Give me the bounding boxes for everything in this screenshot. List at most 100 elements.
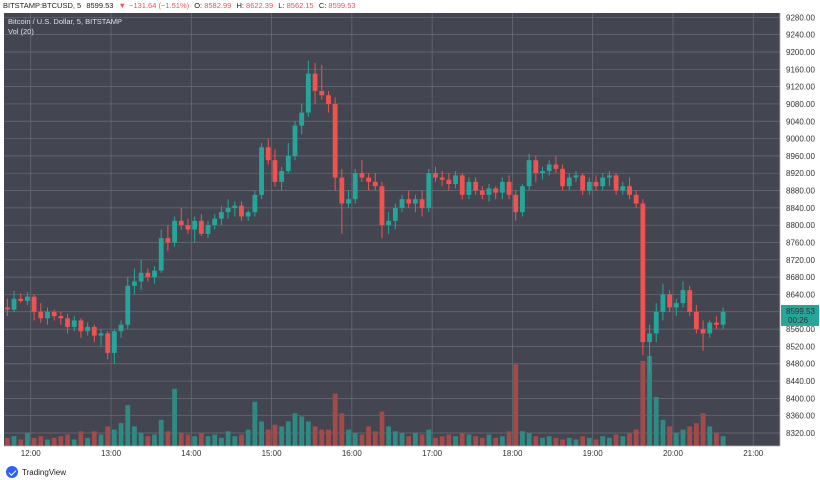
candle-body bbox=[392, 207, 398, 221]
volume-bar bbox=[580, 436, 586, 446]
candle bbox=[78, 318, 84, 338]
price-tick-label: 8480.00 bbox=[786, 360, 815, 369]
candle-body bbox=[653, 311, 659, 334]
candle-body bbox=[439, 177, 445, 180]
tradingview-brand[interactable]: TradingView bbox=[6, 465, 66, 479]
candle bbox=[667, 290, 673, 312]
time-tick-label: 19:00 bbox=[583, 449, 604, 458]
price-tick-label: 9240.00 bbox=[786, 31, 815, 40]
volume-bar bbox=[332, 393, 338, 446]
time-axis[interactable]: 12:00 13:00 14:00 15:00 16:00 17:00 18:00 19:00… bbox=[0, 445, 780, 460]
candle bbox=[372, 173, 378, 191]
candle bbox=[573, 171, 579, 182]
volume-bar bbox=[58, 436, 64, 446]
price-tick-label: 8440.00 bbox=[786, 377, 815, 386]
price-tick-label: 8360.00 bbox=[786, 412, 815, 421]
price-tick-label: 8640.00 bbox=[786, 290, 815, 299]
volume-bar bbox=[700, 413, 706, 446]
candle bbox=[132, 268, 137, 295]
candle bbox=[312, 62, 318, 104]
volume-bar bbox=[433, 437, 438, 446]
price-tick-label: 8840.00 bbox=[786, 204, 815, 213]
price-axis[interactable]: 9280.00 9240.00 9200.00 9160.00 9120.00 9080.… bbox=[779, 0, 820, 480]
volume-bar bbox=[399, 432, 405, 446]
candle bbox=[118, 320, 124, 338]
candle-body bbox=[219, 212, 224, 219]
candle-body bbox=[91, 326, 97, 336]
volume-bar bbox=[132, 426, 137, 446]
candle-body bbox=[65, 318, 70, 327]
candle-body bbox=[566, 177, 572, 187]
candle-body bbox=[506, 181, 512, 195]
low-value: 8562.15 bbox=[287, 1, 314, 10]
candle bbox=[25, 292, 30, 306]
volume-bar bbox=[65, 434, 70, 446]
price-tick-label: 8880.00 bbox=[786, 187, 815, 196]
candle-body bbox=[138, 272, 144, 282]
volume-bar bbox=[607, 437, 612, 446]
candle-body bbox=[225, 207, 231, 213]
candle bbox=[145, 268, 151, 282]
volume-bar bbox=[51, 437, 57, 446]
candle-body bbox=[446, 179, 452, 185]
candle bbox=[299, 103, 305, 135]
candle bbox=[653, 303, 659, 343]
price-tick-label: 9120.00 bbox=[786, 83, 815, 92]
volume-bar bbox=[158, 419, 164, 446]
candle bbox=[185, 218, 191, 234]
volume-bar bbox=[553, 437, 559, 446]
candle bbox=[473, 177, 479, 195]
candle-body bbox=[346, 199, 351, 204]
candle bbox=[613, 173, 619, 195]
candle-body bbox=[379, 186, 385, 226]
volume-bar bbox=[379, 411, 385, 446]
candle-body bbox=[700, 329, 706, 334]
volume-bar bbox=[687, 426, 693, 446]
candle bbox=[192, 216, 198, 243]
candle bbox=[38, 303, 44, 323]
volume-bar bbox=[620, 436, 626, 446]
candle bbox=[714, 316, 719, 330]
candle-body bbox=[600, 177, 606, 187]
volume-label: Vol (20) bbox=[8, 27, 34, 36]
candle-body bbox=[352, 173, 358, 200]
candle bbox=[265, 138, 271, 165]
candle bbox=[406, 190, 412, 208]
candle-body bbox=[613, 175, 619, 191]
candle bbox=[319, 64, 325, 100]
close-value: 8599.53 bbox=[328, 1, 355, 10]
candle bbox=[111, 329, 117, 364]
candle bbox=[198, 214, 204, 236]
volume-bar bbox=[653, 396, 659, 446]
candle-body bbox=[152, 270, 157, 278]
candle-body bbox=[185, 225, 191, 230]
volume-bar bbox=[479, 437, 485, 446]
price-tick-label: 8520.00 bbox=[786, 342, 815, 351]
volume-bar bbox=[225, 431, 231, 446]
volume-bar bbox=[613, 434, 619, 446]
candle-body bbox=[433, 173, 438, 178]
volume-bar bbox=[453, 436, 458, 446]
candle-body bbox=[580, 175, 586, 191]
price-tick-label: 9080.00 bbox=[786, 100, 815, 109]
candle-body bbox=[259, 147, 264, 195]
candle bbox=[459, 173, 465, 200]
volume-bar bbox=[660, 419, 666, 446]
candle-body bbox=[198, 220, 204, 234]
candle bbox=[158, 229, 164, 273]
candle-body bbox=[279, 171, 285, 182]
candle-body bbox=[560, 168, 565, 187]
candle-body bbox=[586, 181, 592, 191]
candle bbox=[225, 199, 231, 219]
candle bbox=[413, 194, 418, 213]
candle-body bbox=[252, 194, 258, 213]
candle bbox=[493, 186, 499, 200]
candle-body bbox=[459, 175, 465, 195]
volume-bar bbox=[486, 434, 492, 446]
volume-bar bbox=[31, 437, 37, 446]
candle bbox=[392, 203, 398, 230]
candle-body bbox=[125, 285, 131, 325]
candle bbox=[673, 298, 679, 317]
